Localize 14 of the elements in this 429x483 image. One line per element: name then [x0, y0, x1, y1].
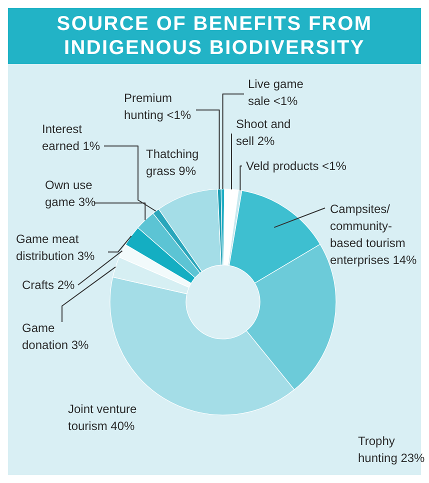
slice-label: Campsites/community-based tourism enterprises 14%	[330, 202, 418, 267]
slice-label: Shoot and sell 2%	[236, 117, 291, 148]
slice-label: Game donation 3%	[22, 321, 90, 352]
slice-label: Game meat distribution 3%	[16, 232, 96, 263]
slice-label: Premium hunting <1%	[124, 91, 192, 122]
slice-label: Thatching grass 9%	[146, 147, 199, 178]
chart-title: SOURCE OF BENEFITS FROM INDIGENOUS BIODIVERSITY	[8, 8, 421, 64]
slice-label: Trophy hunting 23%	[358, 434, 426, 465]
slice-label: Joint venture tourism 40%	[68, 402, 138, 433]
slice-label: Own use game 3%	[45, 178, 96, 209]
slice-label: Live game sale <1%	[248, 77, 304, 108]
slice-label: Crafts 2%	[22, 278, 76, 292]
slice-label: Veld products <1%	[246, 159, 347, 173]
slice-label: Interest earned 1%	[42, 122, 100, 153]
